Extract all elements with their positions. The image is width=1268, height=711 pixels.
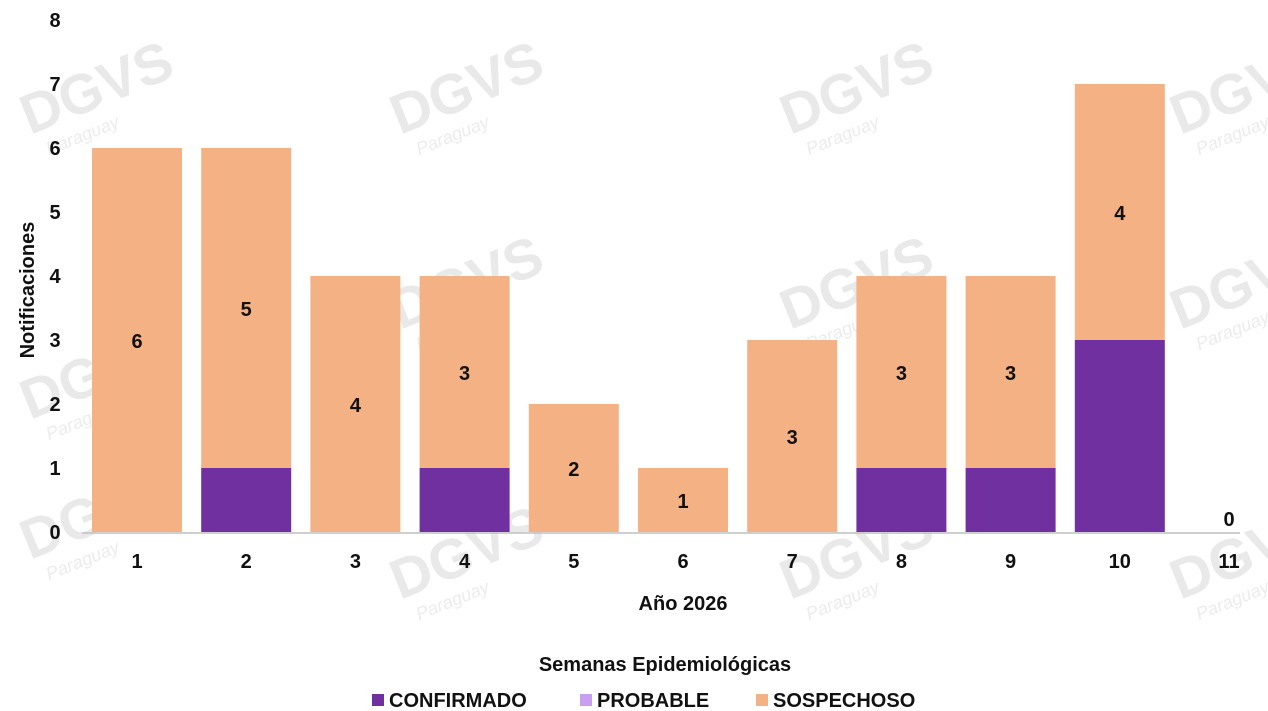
data-label: 5 (241, 299, 252, 321)
x-tick-label: 8 (896, 551, 907, 573)
y-tick-label: 2 (49, 394, 60, 416)
bar-sospechoso (1074, 84, 1165, 340)
x-tick-label: 7 (787, 551, 798, 573)
data-labels: 6 5 4 3 2 1 3 3 3 4 0 (131, 203, 1234, 531)
bar-confirmado (419, 468, 510, 532)
legend-label-probable: PROBABLE (597, 690, 709, 711)
data-label: 3 (459, 363, 470, 385)
data-label: 1 (677, 491, 688, 513)
bar-sospechoso (856, 276, 947, 468)
legend-label-sospechoso: SOSPECHOSO (773, 690, 915, 711)
bars (92, 84, 1165, 532)
data-label: 4 (1114, 203, 1126, 225)
y-tick-label: 3 (49, 330, 60, 352)
data-label: 2 (568, 459, 579, 481)
x-tick-label: 11 (1218, 551, 1239, 573)
bar-confirmado (201, 468, 292, 532)
y-tick-label: 6 (49, 138, 60, 160)
legend-label-confirmado: CONFIRMADO (389, 690, 527, 711)
x-axis-subtitle: Semanas Epidemiológicas (539, 654, 791, 676)
y-tick-label: 5 (49, 202, 60, 224)
data-label: 4 (350, 395, 362, 417)
x-tick-label: 3 (350, 551, 361, 573)
legend-swatch-sospechoso (756, 694, 768, 706)
x-tick-label: 10 (1109, 551, 1131, 573)
y-tick-label: 1 (49, 458, 60, 480)
bar-sospechoso (92, 148, 182, 532)
y-tick-label: 7 (49, 74, 60, 96)
x-axis-title: Año 2026 (639, 593, 728, 615)
bar-sospechoso (310, 276, 401, 532)
data-label: 0 (1223, 509, 1234, 531)
bar-sospechoso (528, 404, 619, 532)
data-label: 3 (896, 363, 907, 385)
data-label: 3 (1005, 363, 1016, 385)
y-tick-label: 4 (49, 266, 61, 288)
x-tick-label: 2 (241, 551, 252, 573)
x-tick-label: 1 (131, 551, 142, 573)
y-tick-label: 0 (49, 522, 60, 544)
legend-swatch-probable (580, 694, 592, 706)
data-label: 6 (131, 331, 142, 353)
x-tick-label: 5 (568, 551, 579, 573)
bar-confirmado (965, 468, 1056, 532)
legend: CONFIRMADO PROBABLE SOSPECHOSO (372, 690, 915, 711)
bar-sospechoso (419, 276, 510, 468)
x-tick-label: 4 (459, 551, 471, 573)
bar-sospechoso (201, 148, 292, 468)
x-tick-label: 6 (677, 551, 688, 573)
y-axis-ticks: 0 1 2 3 4 5 6 7 8 (49, 10, 61, 544)
data-label: 3 (787, 427, 798, 449)
bar-confirmado (856, 468, 947, 532)
bar-sospechoso (965, 276, 1056, 468)
legend-swatch-confirmado (372, 694, 384, 706)
y-tick-label: 8 (49, 10, 60, 32)
x-tick-label: 9 (1005, 551, 1016, 573)
x-axis-ticks: 1 2 3 4 5 6 7 8 9 10 11 (131, 551, 1239, 573)
bar-sospechoso (638, 468, 728, 532)
bar-confirmado (1074, 340, 1165, 532)
bar-sospechoso (747, 340, 838, 532)
y-axis-title: Notificaciones (17, 222, 39, 359)
